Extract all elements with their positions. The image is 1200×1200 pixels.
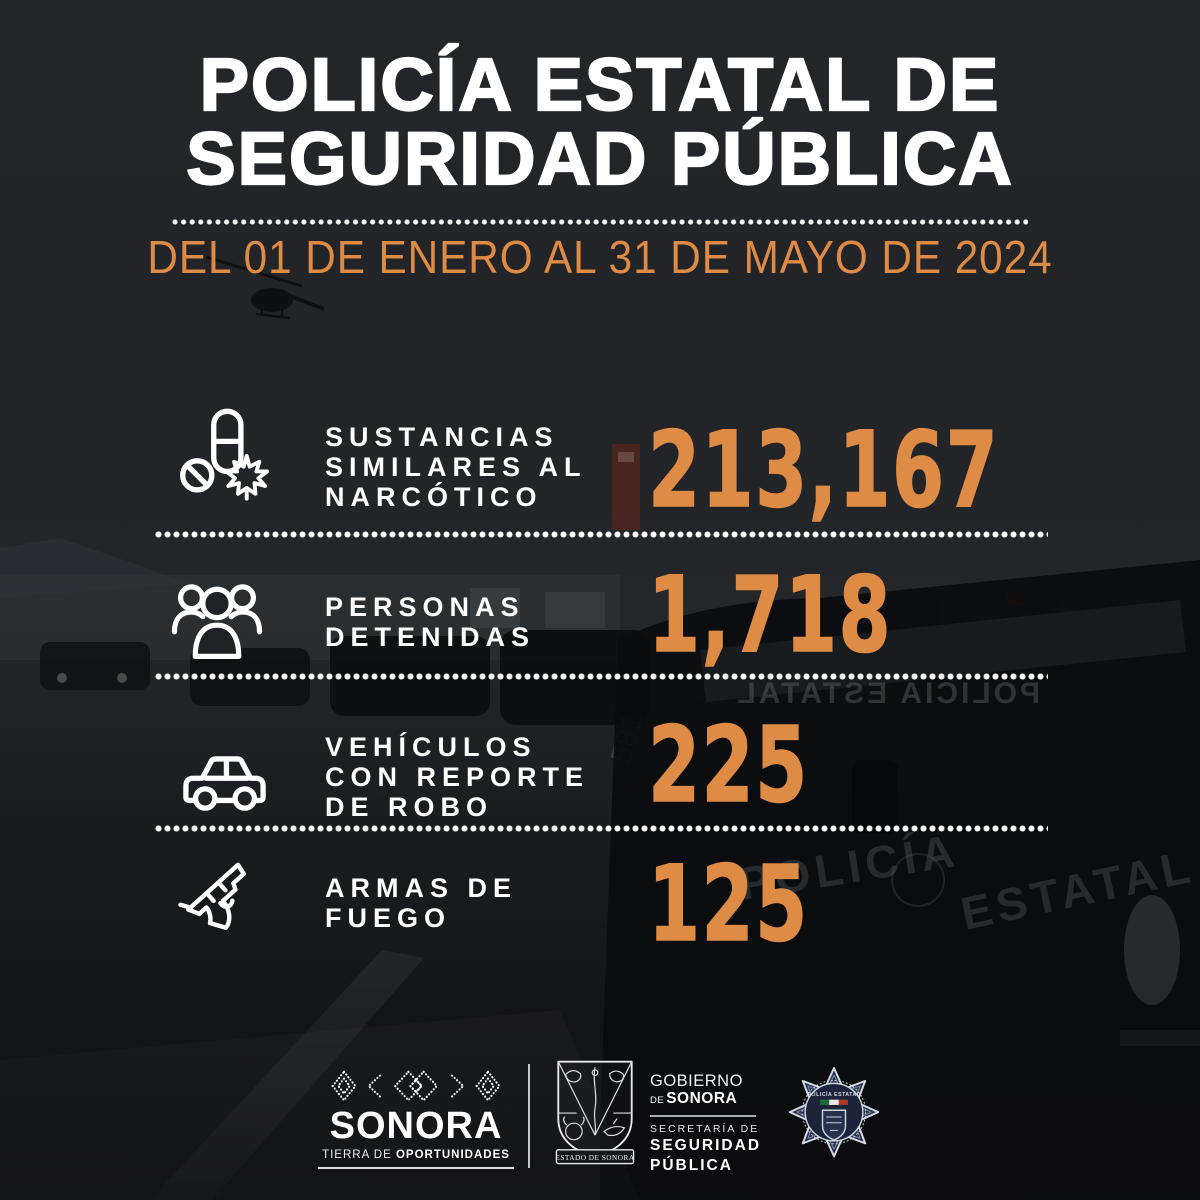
red-sign — [612, 444, 640, 530]
stat-label-line: DETENIDAS — [325, 622, 536, 652]
tagline-bold: OPORTUNIDADES — [395, 1149, 510, 1161]
handgun-icon — [178, 862, 246, 930]
sonora-underline — [318, 1167, 514, 1169]
sonora-tagline: TIERRA DE OPORTUNIDADES — [318, 1149, 514, 1162]
stat-value: 1,718 — [647, 554, 893, 676]
stat-value: 225 — [647, 704, 809, 826]
de-label: DE — [650, 1095, 665, 1106]
stat-row-vehicles: VEHÍCULOS CON REPORTE DE ROBO 225 — [0, 710, 1200, 835]
stat-label-line: ARMAS DE — [325, 873, 518, 903]
stat-value: 213,167 — [647, 409, 1000, 531]
stat-row-firearms: ARMAS DE FUEGO 125 — [0, 840, 1200, 960]
detained-people-icon — [171, 584, 263, 660]
footer-divider — [528, 1064, 530, 1168]
stat-label: SUSTANCIAS SIMILARES AL NARCÓTICO — [325, 422, 587, 512]
dotted-divider-header — [172, 219, 1028, 225]
sonora-label: SONORA — [666, 1090, 738, 1107]
truck-door-emblem — [891, 853, 945, 907]
tagline-light: TIERRA DE — [322, 1149, 392, 1161]
stat-row-detained: PERSONAS DETENIDAS 1,718 — [0, 560, 1200, 680]
gobierno-label: GOBIERNO — [650, 1072, 743, 1090]
mexican-flag-band — [820, 1099, 848, 1105]
dotted-divider — [155, 673, 1048, 680]
stat-label-line: DE ROBO — [325, 792, 494, 822]
stat-row-narcotics: SUSTANCIAS SIMILARES AL NARCÓTICO 213,16… — [0, 400, 1200, 540]
estado-de-sonora-crest-icon: ESTADO DE SONORA — [555, 1060, 634, 1165]
sonora-pattern-icon — [331, 1070, 501, 1102]
badge-label: POLICÍA ESTATAL — [808, 1090, 861, 1098]
sonora-logo: SONORA TIERRA DE OPORTUNIDADES — [318, 1068, 514, 1169]
crest-caption: ESTADO DE SONORA — [555, 1153, 634, 1162]
de-sonora-label: DE SONORA — [650, 1090, 780, 1109]
stat-label-line: NARCÓTICO — [325, 482, 543, 512]
stat-label-line: VEHÍCULOS — [325, 732, 537, 762]
mountain-silhouette — [0, 538, 190, 598]
stat-label-line: SUSTANCIAS — [325, 422, 559, 452]
title-line-2: SEGURIDAD PÚBLICA — [185, 117, 1014, 200]
helicopter-silhouette — [205, 255, 325, 320]
stat-label-line: PERSONAS — [325, 592, 525, 622]
stat-label: VEHÍCULOS CON REPORTE DE ROBO — [325, 732, 589, 822]
seguridad-label: SEGURIDAD — [650, 1136, 762, 1154]
stat-label-line: SIMILARES AL — [325, 452, 587, 482]
date-range-subtitle: DEL 01 DE ENERO AL 31 DE MAYO DE 2024 — [147, 231, 1053, 283]
title-line-1: POLICÍA ESTATAL DE — [199, 43, 1001, 126]
car-icon — [183, 756, 266, 811]
headlight — [1124, 895, 1180, 1005]
government-divider — [650, 1115, 756, 1117]
narcotics-pills-icon — [180, 408, 270, 501]
stat-value: 125 — [647, 843, 809, 965]
government-wordmark: GOBIERNO DE SONORA SECRETARÍA DE SEGURIDA… — [650, 1072, 780, 1176]
stat-label: ARMAS DE FUEGO — [325, 873, 517, 933]
page-title: POLICÍA ESTATAL DE SEGURIDAD PÚBLICA — [0, 43, 1200, 200]
policia-estatal-badge-icon: POLICÍA ESTATAL — [788, 1067, 880, 1158]
sonora-wordmark: SONORA — [329, 1105, 503, 1147]
side-mirror — [852, 760, 898, 834]
dotted-divider — [155, 825, 1048, 832]
windshield-marking: POLICIA ESTATAL — [734, 677, 1040, 710]
secretaria-label: SECRETARÍA DE — [650, 1122, 760, 1135]
stat-label-line: FUEGO — [325, 903, 452, 933]
stat-label: PERSONAS DETENIDAS — [325, 592, 535, 652]
dotted-divider — [155, 531, 1048, 538]
publica-label: PÚBLICA — [650, 1156, 733, 1174]
stat-label-line: CON REPORTE — [325, 762, 590, 792]
